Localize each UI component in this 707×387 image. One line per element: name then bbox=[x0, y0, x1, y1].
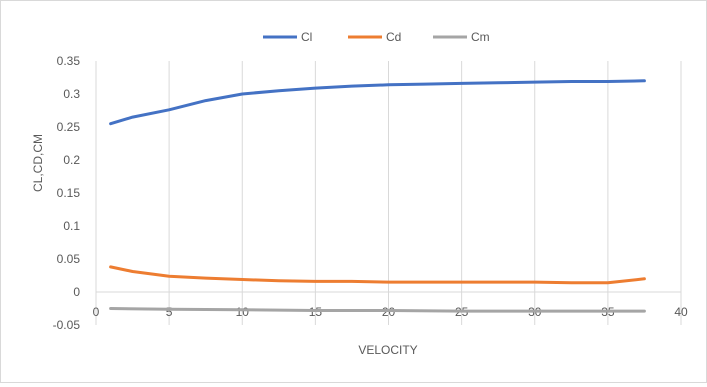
y-tick-label: -0.05 bbox=[53, 318, 81, 332]
y-tick-label: 0 bbox=[73, 285, 80, 299]
x-tick-label: 40 bbox=[674, 305, 688, 319]
y-tick-label: 0.05 bbox=[57, 252, 81, 266]
gridlines bbox=[168, 61, 682, 325]
series-line-cl bbox=[109, 79, 646, 126]
y-tick-label: 0.35 bbox=[57, 54, 81, 68]
x-axis-title: VELOCITY bbox=[358, 343, 417, 357]
series-line-cd bbox=[109, 265, 646, 285]
legend-label-cl: Cl bbox=[301, 30, 312, 44]
y-tick-label: 0.2 bbox=[63, 153, 80, 167]
legend-label-cd: Cd bbox=[386, 30, 401, 44]
legend: Cl Cd Cm bbox=[263, 30, 490, 44]
y-tick-label: 0.3 bbox=[63, 87, 80, 101]
x-tick-label: 15 bbox=[309, 305, 323, 319]
y-tick-label: 0.25 bbox=[57, 120, 81, 134]
y-tick-label: 0.1 bbox=[63, 219, 80, 233]
y-tick-label: 0.15 bbox=[57, 186, 81, 200]
x-tick-label: 10 bbox=[236, 305, 250, 319]
axis-titles: VELOCITY CL,CD,CM bbox=[31, 134, 418, 357]
legend-label-cm: Cm bbox=[471, 30, 490, 44]
x-tick-label: 0 bbox=[93, 305, 100, 319]
y-axis-title: CL,CD,CM bbox=[31, 134, 45, 192]
x-tick-label: 5 bbox=[166, 305, 173, 319]
series-lines bbox=[109, 79, 646, 313]
series-line-cm bbox=[109, 307, 646, 313]
